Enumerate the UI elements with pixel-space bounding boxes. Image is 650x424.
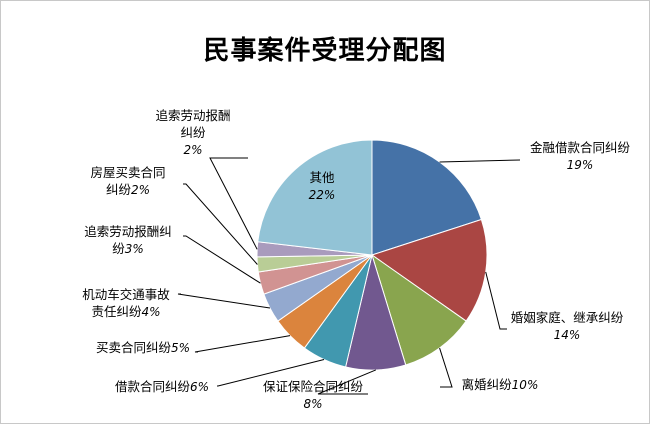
leader-line (485, 271, 507, 330)
chart-title: 民事案件受理分配图 (203, 36, 447, 66)
slice-label: 纠纷2% (106, 182, 150, 197)
slice-label: 纠纷 (180, 125, 206, 140)
slice-label: 金融借款合同纠纷 (530, 140, 631, 155)
leader-line (183, 235, 261, 284)
leader-line (183, 183, 258, 265)
slice-label: 机动车交通事故 (82, 287, 170, 302)
slice-percent: 6% (190, 380, 209, 394)
slice-label: 责任纠纷4% (91, 304, 160, 319)
pie-slice (257, 139, 373, 256)
slice-percent: 22% (309, 188, 336, 202)
slice-percent: 2% (183, 143, 202, 157)
slice-label: 买卖合同纠纷5% (96, 340, 190, 355)
leader-line (317, 369, 376, 395)
slice-label: 追索劳动报酬 (155, 108, 230, 123)
slice-percent: 8% (303, 397, 322, 411)
slice-label: 其他 (309, 170, 335, 185)
pie-slice (371, 139, 483, 256)
slice-percent: 5% (171, 341, 190, 355)
leader-line (194, 335, 291, 353)
leader-line (217, 359, 325, 387)
slice-label: 追索劳动报酬纠 (84, 224, 172, 239)
leader-line (177, 293, 271, 309)
leader-line (439, 347, 453, 388)
slice-label: 借款合同纠纷6% (115, 379, 209, 394)
leader-line (209, 157, 258, 250)
slice-label: 房屋买卖合同 (90, 165, 165, 180)
pie-slice (371, 253, 467, 366)
slice-label: 纷3% (112, 241, 144, 256)
leader-line (439, 159, 521, 163)
slice-percent: 3% (125, 242, 144, 256)
slice-percent: 19% (567, 158, 594, 172)
slice-label: 保证保险合同纠纷 (263, 379, 364, 394)
slice-percent: 4% (141, 305, 160, 319)
slice-label: 婚姻家庭、继承纠纷 (511, 310, 624, 325)
pie-slice (370, 218, 488, 322)
slice-label: 离婚纠纷10% (462, 377, 539, 392)
slice-percent: 10% (512, 378, 539, 392)
slice-percent: 2% (131, 183, 150, 197)
slice-percent: 14% (554, 328, 581, 342)
